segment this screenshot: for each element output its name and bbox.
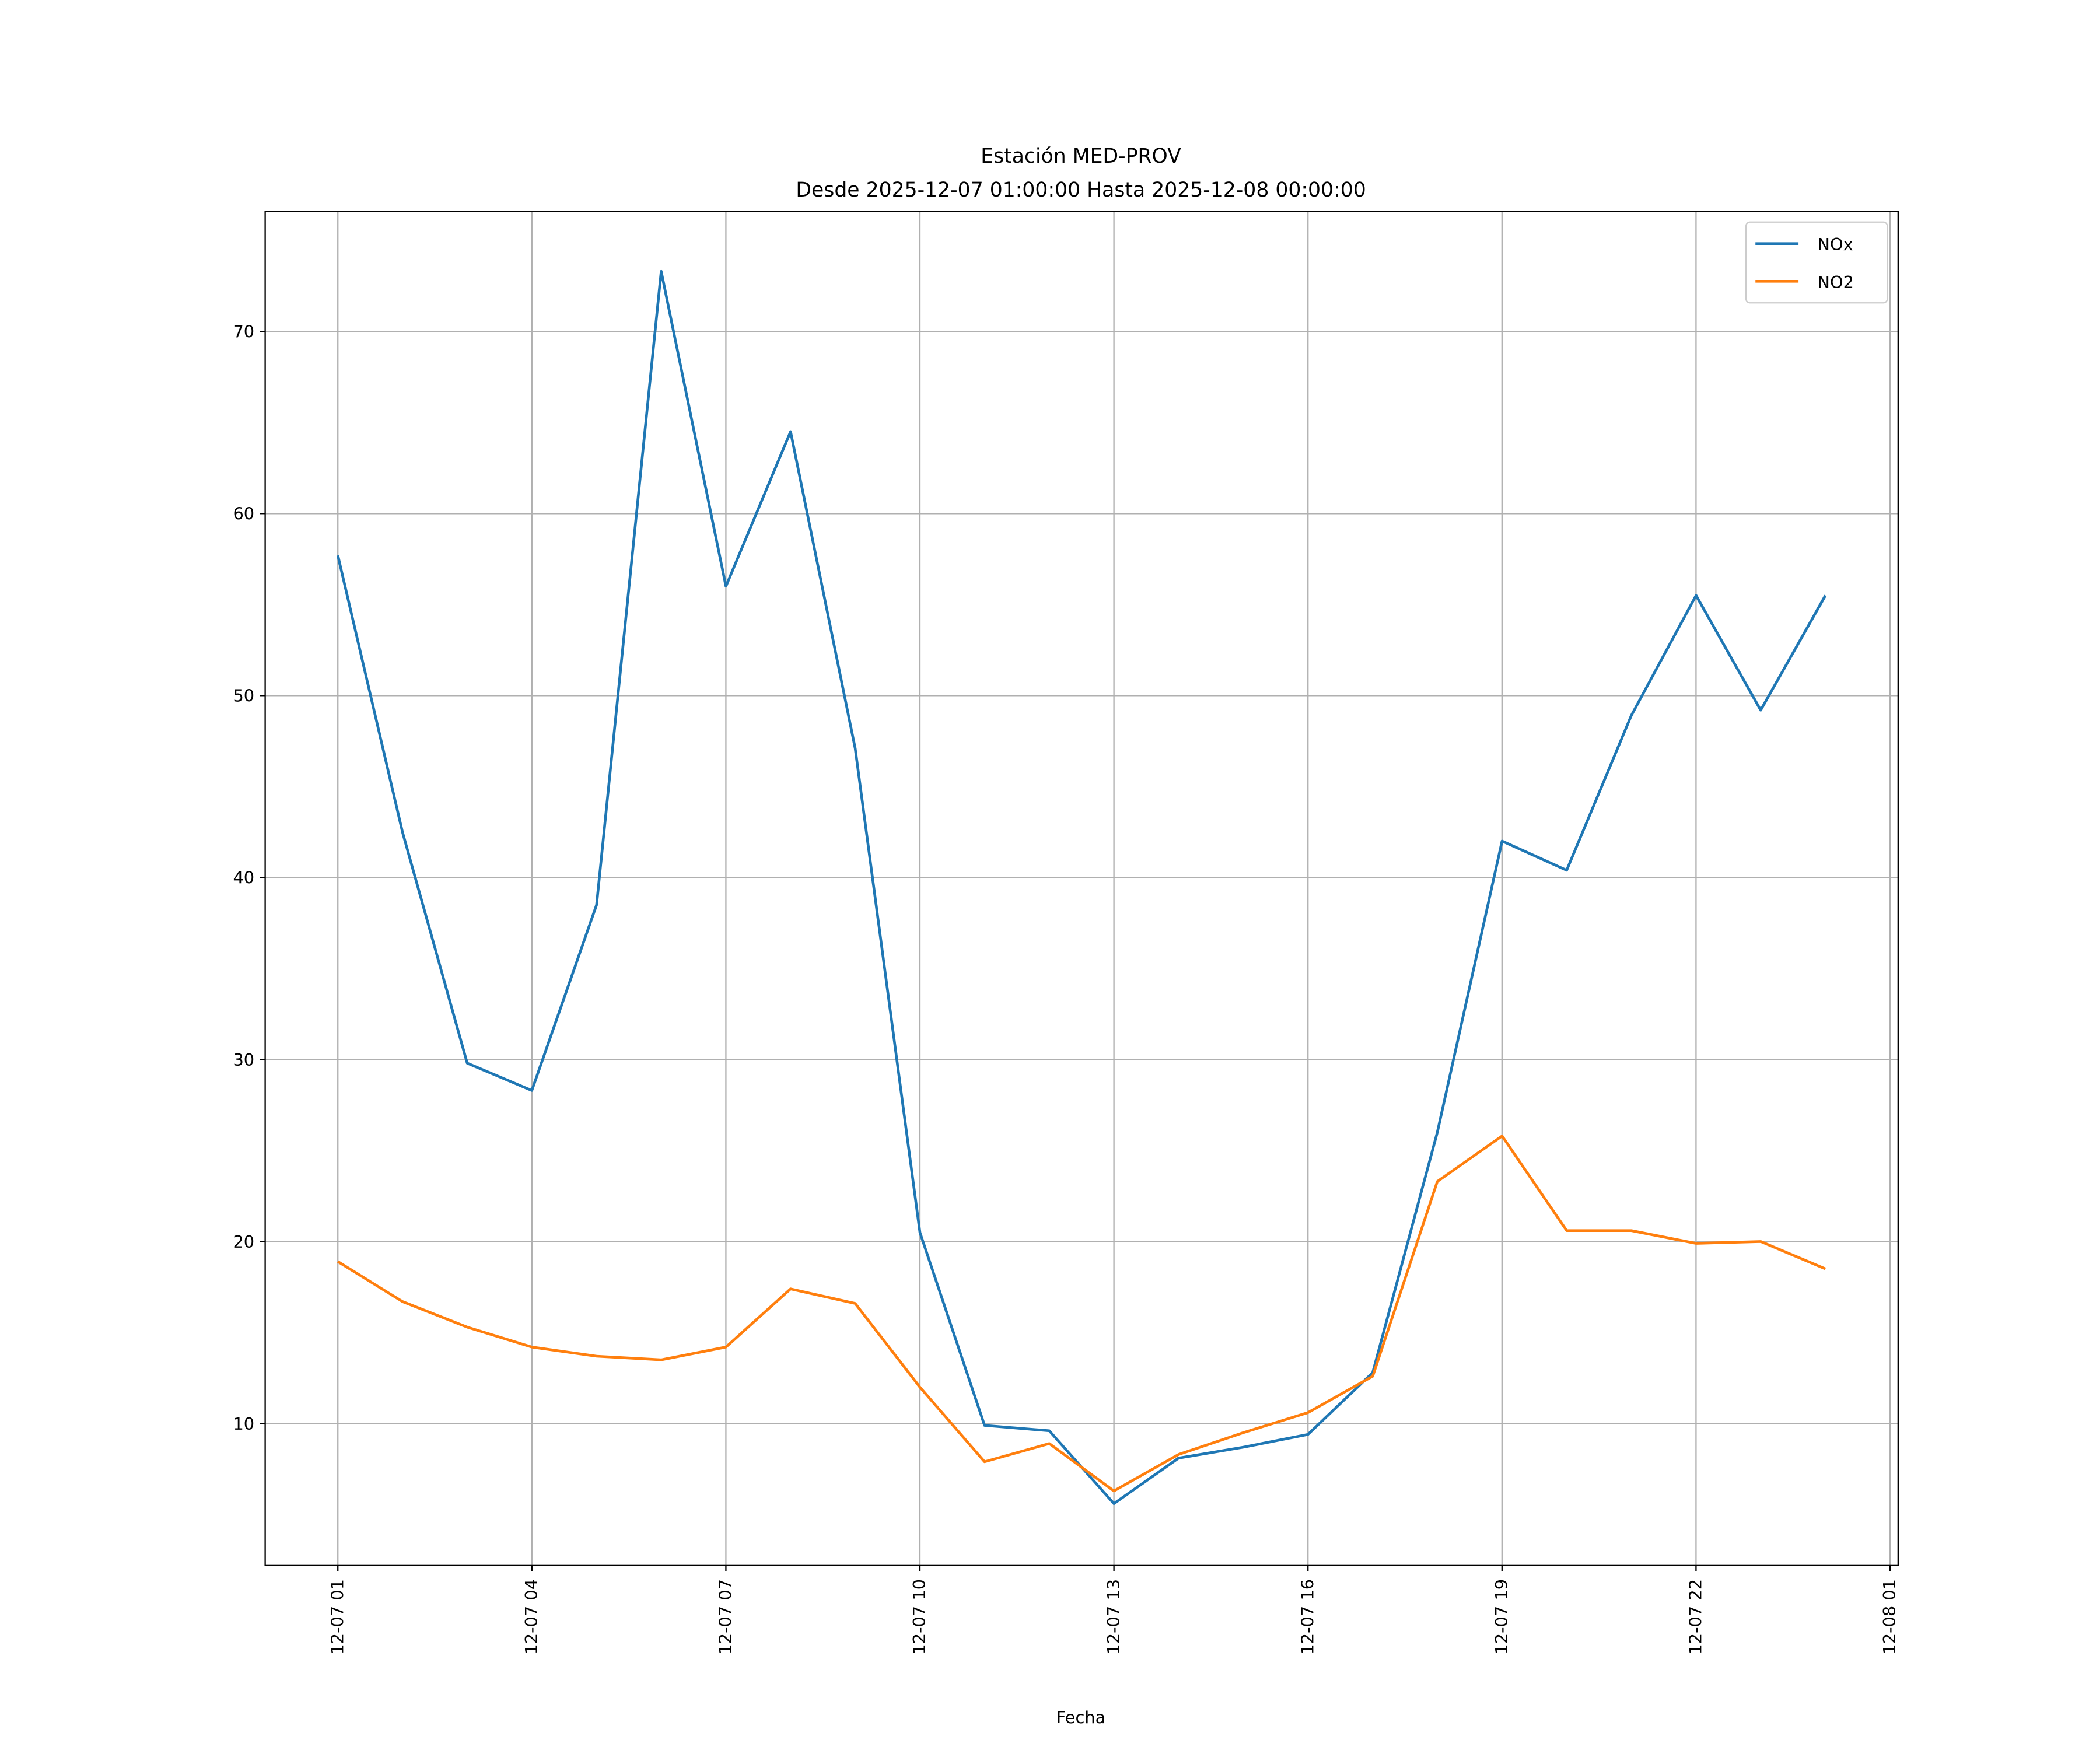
x-tick-label: 12-07 07	[716, 1579, 736, 1655]
x-axis-label: Fecha	[1056, 1707, 1106, 1727]
x-tick-label: 12-07 16	[1297, 1579, 1317, 1655]
chart-subtitle: Desde 2025-12-07 01:00:00 Hasta 2025-12-…	[796, 178, 1366, 202]
y-tick-label: 40	[233, 868, 254, 888]
legend-box	[1745, 221, 1888, 304]
y-tick-label: 10	[233, 1414, 254, 1434]
x-tick-label: 12-07 10	[909, 1579, 929, 1655]
x-tick-label: 12-07 13	[1104, 1579, 1124, 1655]
x-tick-label: 12-07 04	[522, 1579, 541, 1655]
grid	[265, 211, 1898, 1566]
legend-label-nox: NOx	[1817, 235, 1853, 254]
series-line-no2	[337, 1135, 1826, 1493]
legend-label-no2: NO2	[1817, 272, 1854, 292]
y-axis: 10 20 30 40 50 60 70	[233, 322, 265, 1434]
y-tick-label: 30	[233, 1050, 254, 1070]
x-tick-label: 12-07 22	[1686, 1579, 1706, 1655]
y-tick-label: 60	[233, 504, 254, 524]
x-tick-label: 12-07 01	[327, 1579, 347, 1655]
series-line-nox	[336, 270, 1827, 1505]
y-tick-label: 20	[233, 1232, 254, 1252]
x-axis: 12-07 01 12-07 04 12-07 07 12-07 10 12-07 13…	[327, 1565, 1899, 1655]
chart-title: Estación MED-PROV	[981, 145, 1181, 168]
series-lines	[336, 270, 1827, 1505]
y-tick-label: 70	[233, 322, 254, 342]
plot-frame	[264, 211, 1899, 1566]
x-tick-label: 12-08 01	[1880, 1579, 1899, 1655]
y-tick-label: 50	[233, 686, 254, 706]
x-tick-label: 12-07 19	[1492, 1579, 1511, 1655]
legend: NOx NO2	[1745, 221, 1888, 304]
